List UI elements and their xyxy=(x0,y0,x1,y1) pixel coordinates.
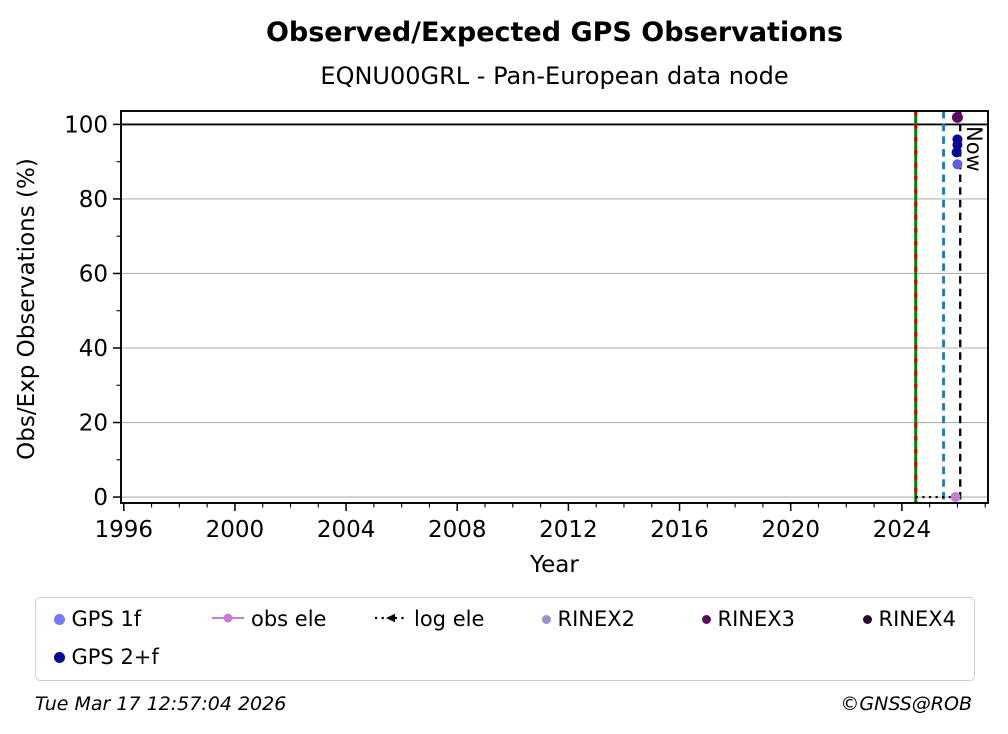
legend-label: RINEX4 xyxy=(878,607,957,631)
legend-label: GPS 1f xyxy=(71,607,142,631)
legend-dot-icon xyxy=(701,614,711,624)
y-axis-label: Obs/Exp Observations (%) xyxy=(14,158,40,460)
x-tick-label: 2024 xyxy=(873,517,932,543)
data-point-rinex3 xyxy=(951,111,963,123)
legend-label: log ele xyxy=(414,607,485,631)
y-tick-label: 60 xyxy=(79,261,108,287)
y-tick-label: 80 xyxy=(79,187,108,213)
y-tick-label: 100 xyxy=(64,112,108,138)
data-point-gps-1f xyxy=(952,159,963,170)
y-tick-label: 40 xyxy=(79,336,108,362)
legend-label: RINEX2 xyxy=(557,607,636,631)
legend-line-dot-icon xyxy=(212,610,244,629)
legend-dot-icon xyxy=(53,613,65,625)
legend-item-gps-2-f: GPS 2+f xyxy=(53,645,159,669)
x-tick-label: 2016 xyxy=(650,517,709,543)
x-tick-label: 2012 xyxy=(539,517,598,543)
legend-label: obs ele xyxy=(251,607,327,631)
y-tick-label: 0 xyxy=(93,485,108,511)
x-tick-label: 1996 xyxy=(95,517,154,543)
x-tick-label: 2000 xyxy=(206,517,265,543)
legend-label: RINEX3 xyxy=(717,607,796,631)
copyright-credit: ©GNSS@ROB xyxy=(840,693,972,715)
x-axis-label: Year xyxy=(530,552,579,578)
legend-dot-icon xyxy=(541,614,551,624)
x-tick-label: 2004 xyxy=(317,517,376,543)
plot-border xyxy=(120,110,989,504)
x-tick-label: 2020 xyxy=(761,517,820,543)
legend-item-rinex4: RINEX4 xyxy=(862,607,957,631)
legend-item-rinex2: RINEX2 xyxy=(541,607,636,631)
legend-item-rinex3: RINEX3 xyxy=(701,607,796,631)
x-tick-label: 2008 xyxy=(428,517,487,543)
y-tick-label: 20 xyxy=(79,411,108,437)
chart-legend: GPS 1f obs ele log ele RINEX2 RINEX3 RINEX4… xyxy=(35,597,975,681)
legend-item-log-ele: log ele xyxy=(375,607,485,631)
data-point-gps-2-f xyxy=(952,139,963,150)
plot-timestamp: Tue Mar 17 12:57:04 2026 xyxy=(35,693,287,715)
legend-dot-icon xyxy=(53,651,65,663)
now-line-label: Now xyxy=(962,126,986,172)
chart-subtitle: EQNU00GRL - Pan-European data node xyxy=(320,62,789,90)
data-point-obs-ele xyxy=(950,492,961,503)
legend-dotted-arrow-icon xyxy=(375,610,407,629)
legend-item-obs-ele: obs ele xyxy=(212,607,327,631)
chart-title: Observed/Expected GPS Observations xyxy=(265,17,844,48)
data-point-gps-2-f xyxy=(951,147,962,158)
legend-dot-icon xyxy=(862,614,872,624)
legend-label: GPS 2+f xyxy=(71,645,159,669)
legend-item-gps-1f: GPS 1f xyxy=(53,607,142,631)
